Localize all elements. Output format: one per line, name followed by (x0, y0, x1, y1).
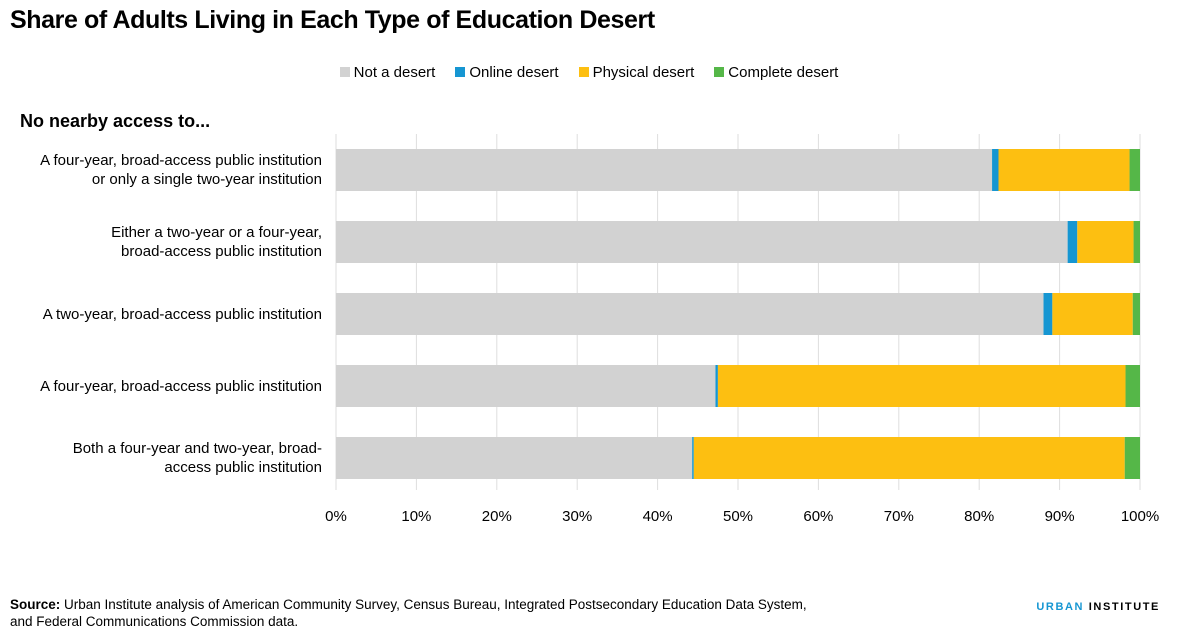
x-tick-label: 100% (1120, 508, 1160, 525)
legend-swatch (455, 67, 466, 77)
legend-label: Physical desert (592, 64, 695, 81)
category-label-line: Either a two-year or a four-year, (111, 224, 322, 241)
bar-segment-complete-desert (1132, 293, 1140, 335)
x-tick-label: 60% (803, 508, 834, 525)
x-tick-label: 90% (1044, 508, 1075, 525)
bar-segment-complete-desert (1129, 149, 1140, 191)
urban-institute-logo: URBAN INSTITUTE (1036, 601, 1160, 613)
legend-swatch (339, 67, 350, 77)
brand-urban: URBAN (1036, 601, 1085, 613)
category-label: A four-year, broad-access public institu… (8, 151, 322, 189)
category-label-line: access public institution (164, 459, 322, 476)
brand-institute: INSTITUTE (1088, 601, 1160, 613)
bar-segment-complete-desert (1125, 365, 1140, 407)
bar-segment-physical-desert (693, 437, 1125, 479)
legend-item: Not a desert (339, 64, 436, 81)
x-tick-label: 70% (883, 508, 914, 525)
bar-segment-online-desert (992, 149, 999, 191)
bar-segment-physical-desert (717, 365, 1126, 407)
legend-label: Online desert (469, 64, 559, 81)
category-label: A two-year, broad-access public institut… (8, 305, 322, 324)
bar-segment-physical-desert (998, 149, 1130, 191)
bar-segment-not-a-desert (336, 149, 993, 191)
bar-segment-not-a-desert (336, 221, 1068, 263)
legend-item: Physical desert (578, 64, 695, 81)
legend-item: Online desert (455, 64, 559, 81)
category-label-line: A four-year, broad-access public institu… (40, 152, 322, 169)
x-tick-label: 10% (401, 508, 432, 525)
bar-segment-not-a-desert (336, 437, 693, 479)
bar-segment-physical-desert (1052, 293, 1133, 335)
chart-subtitle: No nearby access to... (20, 111, 211, 131)
x-tick-label: 80% (964, 508, 995, 525)
x-tick-label: 50% (722, 508, 754, 525)
x-tick-label: 40% (642, 508, 673, 525)
source-label: Source: (10, 597, 61, 612)
bar-segment-complete-desert (1133, 221, 1140, 263)
stacked-bar-chart (335, 134, 1141, 490)
bar-segment-physical-desert (1077, 221, 1134, 263)
bar-segment-not-a-desert (336, 293, 1044, 335)
legend-label: Complete desert (728, 64, 839, 81)
category-label: A four-year, broad-access public institu… (8, 377, 322, 396)
bar-segment-not-a-desert (336, 365, 716, 407)
x-tick-label: 30% (562, 508, 593, 525)
bar-segment-online-desert (692, 437, 694, 479)
source-text: Urban Institute analysis of American Com… (10, 597, 807, 629)
bar-segment-online-desert (715, 365, 718, 407)
legend-item: Complete desert (714, 64, 838, 81)
category-label-line: Both a four-year and two-year, broad- (72, 440, 322, 457)
legend-swatch (578, 67, 589, 77)
category-label-line: or only a single two-year institution (91, 171, 322, 188)
x-tick-label: 0% (325, 508, 347, 525)
category-label: Both a four-year and two-year, broad-acc… (8, 439, 322, 477)
category-label-line: broad-access public institution (121, 243, 322, 260)
category-label: Either a two-year or a four-year, broad-a… (8, 223, 322, 261)
chart-legend: Not a desert Online desert Physical desert… (0, 64, 1178, 81)
chart-title: Share of Adults Living in Each Type of E… (10, 6, 655, 34)
legend-label: Not a desert (353, 64, 436, 81)
bar-segment-online-desert (1067, 221, 1078, 263)
legend-swatch (714, 67, 725, 77)
source-note: Source: Urban Institute analysis of Amer… (10, 596, 810, 630)
x-tick-label: 20% (481, 508, 512, 525)
category-label-line: A two-year, broad-access public institut… (42, 305, 322, 323)
bar-segment-online-desert (1043, 293, 1053, 335)
category-label-line: A four-year, broad-access public institu… (40, 377, 322, 395)
bar-segment-complete-desert (1124, 437, 1140, 479)
